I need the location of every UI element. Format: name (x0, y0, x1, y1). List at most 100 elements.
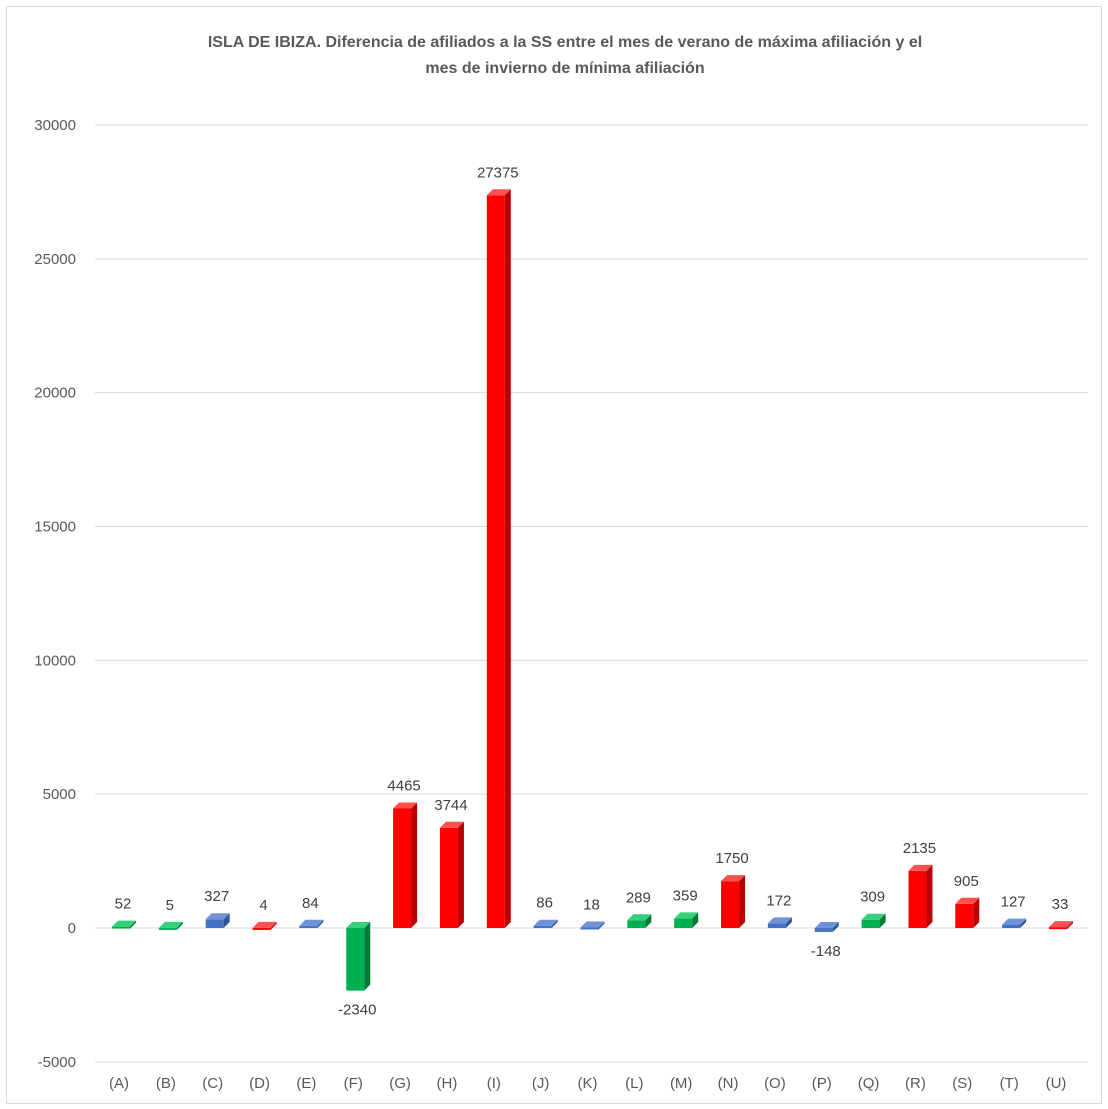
bar-b (158, 921, 183, 930)
bar-top (486, 189, 511, 196)
bar-side (317, 919, 324, 928)
bar-s (955, 897, 980, 928)
data-label: 289 (626, 889, 651, 906)
bar-side (364, 922, 371, 991)
bar-side (130, 920, 136, 929)
chart-title: ISLA DE IBIZA. Diferencia de afiliados a… (0, 30, 1108, 82)
bar-side (270, 921, 277, 930)
bar-o (767, 917, 792, 928)
data-labels: 52 5 327 4 84 -2340 4465 3744 27375 86 18 289 359 175… (115, 164, 1069, 1018)
bar-front (814, 928, 833, 932)
x-tick-label: (M) (670, 1075, 693, 1092)
bar-front (955, 903, 974, 928)
data-label: 4 (259, 897, 267, 914)
bar-side (879, 913, 886, 928)
bar-top (767, 917, 792, 924)
data-label: 3744 (434, 797, 467, 814)
bar-e (299, 919, 324, 928)
bar-side (692, 912, 699, 928)
bar-l (627, 914, 652, 928)
bar-top (533, 919, 558, 926)
y-tick-label: 10000 (34, 652, 76, 669)
bar-side (1020, 918, 1027, 928)
bar-front (908, 870, 927, 928)
bar-top (1049, 921, 1073, 928)
bar-u (1049, 921, 1073, 930)
bar-side (973, 897, 980, 928)
bar-top (627, 914, 652, 921)
bar-n (721, 875, 746, 928)
bar-top (1002, 918, 1027, 925)
data-label: 905 (954, 873, 979, 890)
y-tick-label: -5000 (38, 1054, 76, 1071)
x-tick-label: (J) (532, 1075, 550, 1092)
bar-top (299, 919, 324, 926)
y-tick-label: 15000 (34, 519, 76, 536)
bar-t (1002, 918, 1027, 928)
bar-front (486, 195, 505, 928)
data-label: 172 (766, 892, 791, 909)
x-tick-label: (I) (487, 1075, 501, 1092)
x-tick-label: (Q) (858, 1075, 880, 1092)
bar-top (674, 912, 699, 919)
bar-front (1049, 927, 1067, 930)
bar-side (457, 821, 464, 928)
gridlines (95, 124, 1088, 1063)
bar-front (674, 918, 693, 928)
data-label: -148 (811, 943, 841, 960)
bar-top (205, 913, 230, 920)
x-tick-label: (K) (578, 1075, 598, 1092)
bar-a (112, 920, 136, 929)
x-tick-label: (N) (718, 1075, 739, 1092)
bar-front (439, 827, 458, 928)
y-tick-label: 20000 (34, 385, 76, 402)
bar-side (926, 864, 933, 928)
bar-top (861, 913, 886, 920)
bar-front (393, 808, 412, 928)
bar-top (346, 922, 371, 928)
bar-p (814, 922, 839, 932)
data-label: 127 (1001, 894, 1026, 911)
y-axis: 30000 25000 20000 15000 10000 5000 0 -5000 (34, 117, 76, 1071)
x-tick-label: (D) (249, 1075, 270, 1092)
data-label: 18 (583, 897, 600, 914)
x-tick-label: (T) (1000, 1075, 1019, 1092)
x-tick-label: (O) (764, 1075, 786, 1092)
x-tick-label: (H) (437, 1075, 458, 1092)
bar-h (439, 821, 464, 928)
x-tick-label: (G) (389, 1075, 411, 1092)
x-tick-label: (B) (156, 1075, 176, 1092)
bar-side (551, 919, 558, 928)
bar-front (1002, 924, 1021, 928)
bar-front (205, 919, 224, 928)
x-tick-label: (F) (344, 1075, 363, 1092)
data-label: 86 (536, 895, 553, 912)
bar-d (252, 921, 277, 930)
bar-q (861, 913, 886, 928)
bar-top (252, 921, 277, 928)
chart-title-line-1: ISLA DE IBIZA. Diferencia de afiliados a… (207, 34, 923, 51)
x-tick-label: (P) (812, 1075, 832, 1092)
bar-top (158, 921, 183, 928)
x-tick-label: (E) (296, 1075, 316, 1092)
x-tick-label: (A) (109, 1075, 129, 1092)
bar-front (721, 881, 740, 928)
bar-k (580, 921, 605, 930)
bar-front (767, 923, 786, 928)
bar-front (627, 920, 646, 928)
bar-front (252, 927, 271, 930)
bar-front (158, 927, 177, 930)
bar-m (674, 912, 699, 928)
bar-front (112, 926, 130, 929)
bar-side (504, 189, 511, 928)
data-label: 84 (302, 895, 319, 912)
x-tick-label: (S) (952, 1075, 972, 1092)
y-tick-label: 30000 (34, 117, 76, 134)
bar-front (580, 927, 599, 930)
x-tick-label: (C) (202, 1075, 223, 1092)
data-label: -2340 (338, 1002, 376, 1019)
data-label: 27375 (477, 164, 519, 181)
bar-r (908, 864, 933, 928)
bar-side (1067, 921, 1073, 930)
bar-g (393, 802, 418, 928)
